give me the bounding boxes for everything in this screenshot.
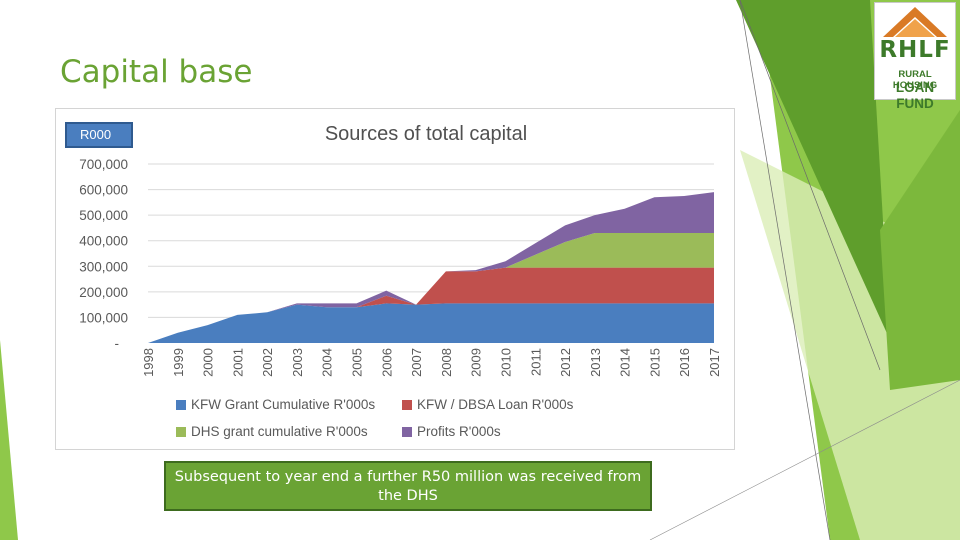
y-tick-label: 400,000 bbox=[79, 234, 128, 249]
deco-line-3 bbox=[649, 379, 960, 540]
rhlf-logo: RHLF RURAL HOUSING LOAN FUND bbox=[874, 2, 956, 111]
legend-label: Profits R'000s bbox=[417, 424, 501, 439]
x-tick-label: 2007 bbox=[409, 348, 424, 377]
x-tick-label: 2006 bbox=[379, 348, 394, 377]
x-tick-label: 2005 bbox=[350, 348, 365, 377]
x-tick-label: 2000 bbox=[201, 348, 216, 377]
unit-label: R000 bbox=[65, 122, 133, 148]
house-roof-icon bbox=[883, 7, 947, 37]
y-tick-label: - bbox=[115, 336, 120, 351]
legend-item-kfw-grant: KFW Grant Cumulative R'000s bbox=[176, 397, 375, 412]
legend-swatch bbox=[176, 426, 186, 437]
y-tick-label: 600,000 bbox=[79, 183, 128, 198]
chart-container: - 100,000 200,000 300,000 400,000 500,000 600,… bbox=[55, 108, 735, 450]
y-tick-label: 100,000 bbox=[79, 310, 128, 325]
y-tick-label: 200,000 bbox=[79, 285, 128, 300]
x-tick-label: 1999 bbox=[171, 348, 186, 377]
legend-label: KFW / DBSA Loan R'000s bbox=[417, 397, 574, 412]
x-tick-label: 2014 bbox=[618, 348, 633, 377]
x-tick-label: 2009 bbox=[469, 348, 484, 377]
x-tick-label: 1998 bbox=[141, 348, 156, 377]
area-series bbox=[148, 267, 714, 343]
y-axis-labels: - 100,000 200,000 300,000 400,000 500,000 600,… bbox=[79, 157, 128, 351]
deco-shape-right-mid bbox=[880, 110, 960, 390]
x-tick-label: 2015 bbox=[647, 348, 662, 377]
x-tick-label: 2011 bbox=[528, 348, 543, 376]
deco-shape-right-dark bbox=[736, 0, 890, 340]
x-tick-label: 2012 bbox=[558, 348, 573, 377]
chart-title: Sources of total capital bbox=[324, 123, 528, 145]
slide-title: Capital base bbox=[60, 54, 253, 90]
deco-line-2 bbox=[739, 0, 881, 371]
legend-label: DHS grant cumulative R'000s bbox=[191, 424, 368, 439]
x-axis-labels: 1998 1999 2000 2001 2002 2003 2004 2005 2006 2007… bbox=[141, 348, 722, 377]
y-tick-label: 700,000 bbox=[79, 157, 128, 172]
x-tick-label: 2017 bbox=[707, 348, 722, 377]
callout-note: Subsequent to year end a further R50 mil… bbox=[164, 461, 652, 511]
x-tick-label: 2003 bbox=[290, 348, 305, 377]
x-tick-label: 2010 bbox=[499, 348, 514, 377]
x-tick-label: 2008 bbox=[439, 348, 454, 377]
legend-item-profits: Profits R'000s bbox=[402, 424, 501, 439]
legend-swatch bbox=[402, 426, 412, 437]
deco-shape-left bbox=[0, 340, 18, 540]
legend-item-kfw-dbsa-loan: KFW / DBSA Loan R'000s bbox=[402, 397, 573, 412]
x-tick-label: 2001 bbox=[230, 348, 245, 377]
logo-wordmark: RHLF bbox=[879, 37, 951, 63]
legend-label: KFW Grant Cumulative R'000s bbox=[191, 397, 376, 412]
x-tick-label: 2016 bbox=[677, 348, 692, 377]
deco-line-1 bbox=[739, 0, 831, 540]
x-tick-label: 2002 bbox=[260, 348, 275, 377]
y-tick-label: 500,000 bbox=[79, 208, 128, 223]
logo-subtitle-2: LOAN FUND bbox=[895, 80, 935, 111]
stacked-areas bbox=[148, 192, 714, 343]
legend-swatch bbox=[402, 399, 412, 410]
legend-item-dhs-grant: DHS grant cumulative R'000s bbox=[176, 424, 368, 439]
x-tick-label: 2004 bbox=[320, 348, 335, 377]
y-tick-label: 300,000 bbox=[79, 259, 128, 274]
x-tick-label: 2013 bbox=[588, 348, 603, 377]
area-series bbox=[148, 233, 714, 343]
area-series bbox=[148, 192, 714, 343]
logo-subtitle-1: RURAL HOUSING bbox=[892, 69, 938, 91]
area-chart: - 100,000 200,000 300,000 400,000 500,000 600,… bbox=[79, 157, 722, 377]
area-series bbox=[148, 303, 714, 343]
legend-swatch bbox=[176, 399, 186, 410]
